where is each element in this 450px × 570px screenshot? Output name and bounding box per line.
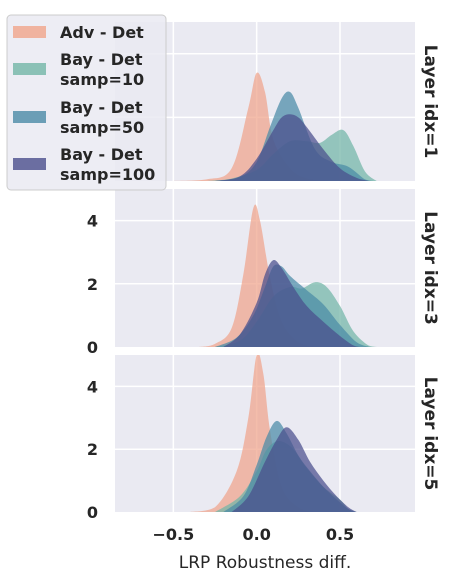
legend-item: Adv - Det: [13, 23, 144, 42]
legend: Adv - Det Bay - Det samp=10 Bay - Det samp=5…: [6, 14, 167, 191]
density-area-adv-det: [190, 355, 315, 512]
panels: Layer idx=1 0 2 4 Layer idx=3 0 2 4 Layer idx=5 −…: [87, 22, 440, 544]
y-tick-label: 0: [87, 503, 98, 522]
panel-2: 0 2 4 Layer idx=3: [87, 189, 440, 357]
legend-item: Bay - Det samp=100: [13, 145, 155, 184]
x-tick-labels: −0.5 0.0 0.5: [152, 525, 354, 544]
row-label: Layer idx=1: [420, 45, 440, 159]
density-areas: [190, 355, 357, 512]
y-tick-label: 2: [87, 275, 98, 294]
density-area-bay-det-samp100: [223, 259, 360, 347]
legend-label: Bay - Det samp=50: [60, 98, 144, 137]
y-tick-label: 4: [87, 212, 98, 231]
density-area-bay-det-samp100: [215, 114, 370, 181]
density-area-bay-det-samp100: [231, 427, 357, 512]
density-areas: [198, 204, 377, 347]
density-area-adv-det: [173, 72, 332, 181]
density-areas: [173, 72, 377, 181]
legend-item: Bay - Det samp=50: [13, 98, 144, 137]
x-axis-label: LRP Robustness diff.: [179, 553, 351, 570]
legend-label: Bay - Det samp=100: [60, 145, 155, 184]
legend-swatch: [13, 158, 46, 170]
row-label: Layer idx=5: [420, 377, 440, 491]
x-tick-label: −0.5: [152, 525, 194, 544]
legend-label: Bay - Det samp=10: [60, 50, 144, 89]
x-tick-label: 0.5: [326, 525, 354, 544]
legend-item: Bay - Det samp=10: [13, 50, 144, 89]
x-tick-label: 0.0: [242, 525, 270, 544]
row-label: Layer idx=3: [420, 211, 440, 325]
legend-frame: [6, 14, 167, 191]
density-area-adv-det: [198, 204, 315, 347]
y-tick-label: 4: [87, 377, 98, 396]
y-tick-label: 0: [87, 338, 98, 357]
y-tick-label: 2: [87, 440, 98, 459]
panel-3: 0 2 4 Layer idx=5: [87, 355, 440, 522]
legend-label: Adv - Det: [60, 23, 144, 42]
legend-swatch: [13, 26, 46, 38]
legend-swatch: [13, 111, 46, 123]
legend-swatch: [13, 63, 46, 75]
